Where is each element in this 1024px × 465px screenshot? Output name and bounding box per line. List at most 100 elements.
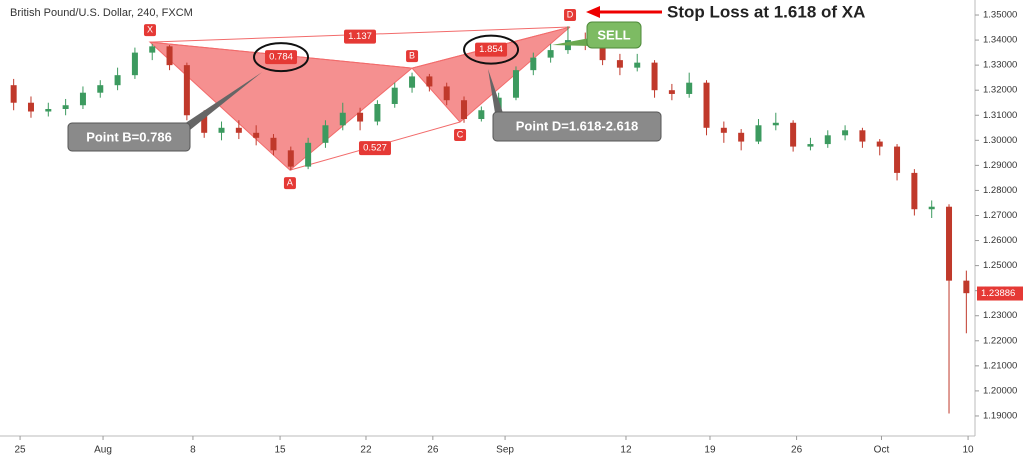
candle-body	[599, 42, 606, 61]
callout-pointer	[488, 69, 503, 113]
candle-body	[807, 144, 814, 147]
candle-body	[322, 125, 329, 143]
candle-body	[62, 105, 69, 109]
sell-text: SELL	[597, 27, 630, 42]
point-label: A	[287, 178, 293, 188]
ratio-box	[358, 141, 391, 156]
point-label: C	[457, 129, 464, 139]
x-tick-label: Oct	[874, 445, 890, 456]
callout-text: Point B=0.786	[86, 129, 172, 144]
candle-body	[876, 141, 883, 147]
x-tick-label: Aug	[94, 445, 112, 456]
candle-body	[218, 127, 225, 133]
candle-body	[894, 146, 901, 173]
y-tick-label: 1.31000	[983, 110, 1017, 121]
point-box	[564, 9, 577, 22]
ratio-label: 0.784	[269, 52, 293, 63]
candle-body	[512, 70, 519, 98]
candle-body	[201, 115, 208, 133]
candle-body	[235, 127, 242, 133]
point-label: D	[567, 9, 574, 19]
candle-body	[339, 112, 346, 126]
candle-body	[859, 130, 866, 142]
x-tick-label: 26	[427, 445, 439, 456]
candle-body	[634, 62, 641, 68]
x-tick-label: 10	[963, 445, 975, 456]
candle-body	[391, 87, 398, 104]
candle-body	[409, 76, 416, 88]
sell-pointer	[552, 38, 590, 46]
point-label: B	[409, 51, 415, 61]
chart-title: British Pound/U.S. Dollar, 240, FXCM	[10, 7, 193, 19]
candle-body	[114, 75, 121, 86]
callout-text: Point D=1.618-2.618	[516, 118, 638, 133]
point-box	[283, 177, 296, 190]
candle-body	[720, 127, 727, 133]
x-tick-label: 26	[791, 445, 803, 456]
x-tick-label: 25	[15, 445, 27, 456]
candle-body	[824, 135, 831, 145]
candle-body	[79, 92, 86, 106]
candle-body	[149, 46, 156, 53]
candle-body	[772, 122, 779, 126]
candle-body	[738, 132, 745, 142]
y-tick-label: 1.34000	[983, 35, 1017, 46]
y-tick-label: 1.25000	[983, 260, 1017, 271]
y-tick-label: 1.27000	[983, 210, 1017, 221]
y-tick-label: 1.32000	[983, 85, 1017, 96]
ratio-box	[265, 50, 298, 65]
candle-body	[668, 90, 675, 94]
candle-body	[305, 142, 312, 167]
candle-body	[357, 112, 364, 122]
candle-body	[253, 132, 260, 138]
y-tick-label: 1.19000	[983, 410, 1017, 421]
point-box	[406, 50, 419, 63]
candle-body	[166, 46, 173, 66]
candle-body	[686, 82, 693, 94]
candle-body	[651, 62, 658, 91]
x-tick-label: 8	[190, 445, 196, 456]
candle-body	[183, 65, 190, 116]
candle-body	[270, 137, 277, 151]
candle-body	[928, 206, 935, 210]
last-price-label: 1.23886	[981, 288, 1015, 299]
ratio-circle	[253, 42, 310, 73]
candle-body	[131, 52, 138, 76]
x-tick-label: Sep	[496, 445, 514, 456]
point-box	[454, 129, 467, 142]
y-tick-label: 1.28000	[983, 185, 1017, 196]
candle-body	[790, 122, 797, 147]
candle-body	[616, 60, 623, 68]
candle-body	[45, 108, 52, 112]
candle-body	[911, 172, 918, 210]
x-tick-label: 19	[704, 445, 716, 456]
y-tick-label: 1.21000	[983, 360, 1017, 371]
x-tick-label: 22	[360, 445, 372, 456]
x-tick-label: 15	[275, 445, 287, 456]
candles	[10, 26, 970, 414]
y-tick-label: 1.23000	[983, 310, 1017, 321]
candle-body	[755, 125, 762, 142]
stop-arrowhead	[586, 6, 600, 18]
callout-pointer	[178, 72, 263, 130]
point-label: X	[147, 24, 153, 34]
y-tick-label: 1.33000	[983, 60, 1017, 71]
ratio-circle	[463, 34, 520, 65]
ratio-label: 1.854	[479, 44, 503, 55]
annotations: 1.137 0.784 0.527 1.854 X A B C D Point B=0.786 Po…	[67, 2, 865, 190]
x-tick-label: 12	[620, 445, 632, 456]
y-tick-label: 1.30000	[983, 135, 1017, 146]
point-box	[143, 24, 156, 37]
callout-box	[492, 111, 662, 142]
candle-body	[963, 280, 970, 294]
candle-body	[443, 86, 450, 101]
ratio-box	[344, 29, 377, 44]
candle-body	[287, 150, 294, 167]
candle-body	[946, 206, 953, 281]
last-price-box	[977, 286, 1023, 301]
candle-body	[10, 85, 17, 103]
callout-box	[67, 122, 191, 152]
candle-body	[478, 110, 485, 120]
ratio-label: 1.137	[348, 31, 372, 42]
